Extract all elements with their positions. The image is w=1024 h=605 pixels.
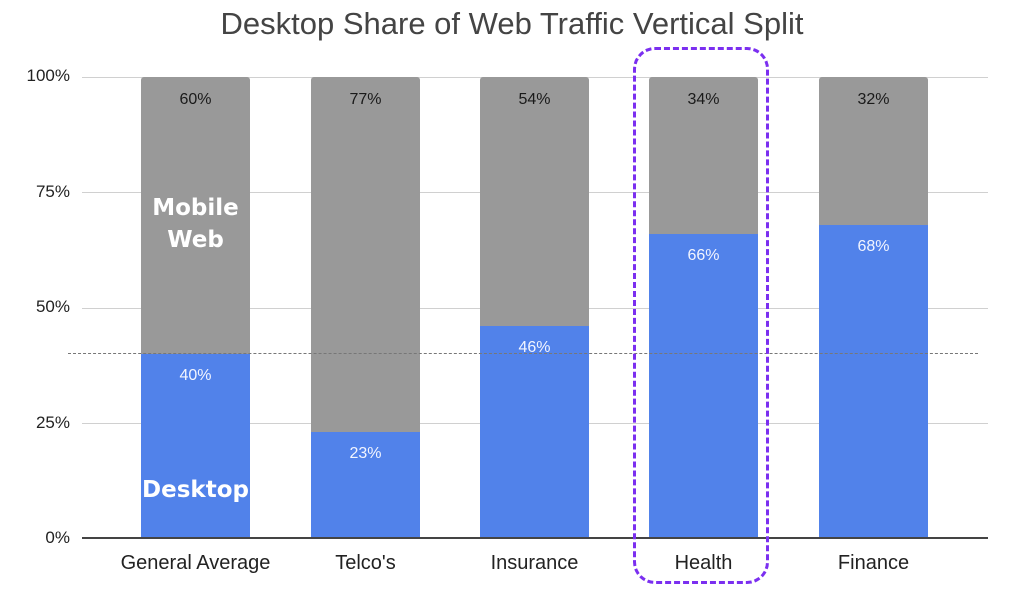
bar-general-average: 60% 40% xyxy=(141,77,250,538)
health-highlight-box xyxy=(633,47,769,584)
bar-health: 34% 66% xyxy=(649,77,758,538)
bar-segment-mobile: 54% xyxy=(480,77,589,326)
bar-segment-mobile: 32% xyxy=(819,77,928,225)
value-label-desktop: 68% xyxy=(857,238,890,255)
value-label-mobile: 60% xyxy=(179,91,212,108)
bar-segment-mobile: 60% xyxy=(141,77,250,354)
ytick-0: 0% xyxy=(45,528,70,547)
value-label-desktop: 66% xyxy=(687,247,720,264)
bar-segment-mobile: 34% xyxy=(649,77,758,234)
bar-insurance: 54% 46% xyxy=(480,77,589,538)
x-axis-label: Insurance xyxy=(490,552,579,574)
bar-segment-desktop: 46% xyxy=(480,326,589,538)
series-label-desktop: Desktop xyxy=(142,477,249,503)
value-label-desktop: 23% xyxy=(349,445,382,462)
value-label-mobile: 34% xyxy=(687,91,720,108)
value-label-mobile: 54% xyxy=(518,91,551,108)
value-label-desktop: 46% xyxy=(518,339,551,356)
series-label-mobile-line2: Web xyxy=(167,227,224,253)
series-label-mobile-line1: Mobile xyxy=(152,195,239,221)
bar-segment-desktop: 66% xyxy=(649,234,758,538)
x-axis-label: General Average xyxy=(120,552,271,574)
ytick-75: 75% xyxy=(35,182,70,201)
series-label-mobile: Mobile Web xyxy=(141,192,250,256)
x-axis-label: Telco's xyxy=(335,552,396,574)
value-label-mobile: 77% xyxy=(349,91,382,108)
bar-segment-desktop: 23% xyxy=(311,432,420,538)
x-axis-label: Finance xyxy=(837,552,910,574)
bar-segment-mobile: 77% xyxy=(311,77,420,432)
value-label-mobile: 32% xyxy=(857,91,890,108)
ytick-50: 50% xyxy=(35,297,70,316)
bar-telco-s: 77% 23% xyxy=(311,77,420,538)
bar-segment-desktop: 68% xyxy=(819,225,928,538)
x-axis-baseline xyxy=(82,537,988,539)
chart-title: Desktop Share of Web Traffic Vertical Sp… xyxy=(220,6,804,41)
bar-segment-desktop: 40% xyxy=(141,354,250,538)
ytick-100: 100% xyxy=(26,66,70,85)
bar-finance: 32% 68% xyxy=(819,77,928,538)
value-label-desktop: 40% xyxy=(179,367,212,384)
ytick-25: 25% xyxy=(35,413,70,432)
x-axis-label: Health xyxy=(674,552,733,574)
reference-line-40 xyxy=(68,353,978,354)
